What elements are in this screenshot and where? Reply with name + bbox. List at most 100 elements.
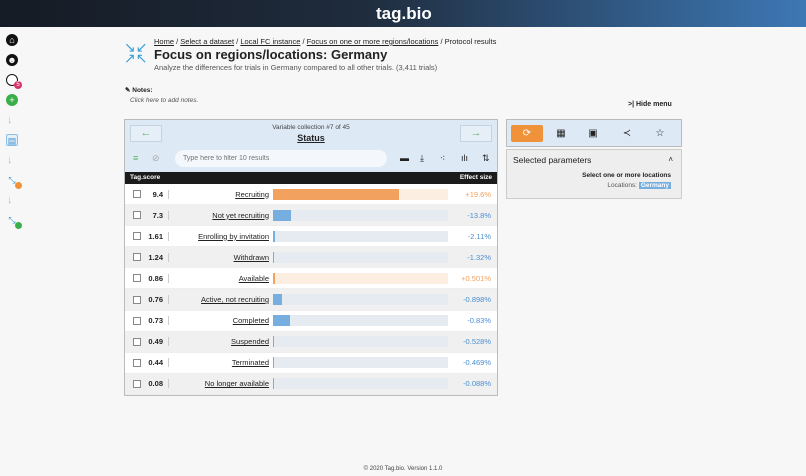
parameter-value-badge: Germany [638, 182, 671, 189]
arrow-down-icon: ↓ [7, 194, 13, 206]
chevron-up-icon[interactable]: ˄ [668, 155, 673, 164]
prev-collection-button[interactable]: ← [130, 125, 162, 142]
row-checkbox[interactable] [133, 211, 141, 220]
effect-size: -0.528% [463, 337, 491, 347]
tag-score: 0.86 [141, 273, 169, 283]
arrow-down-icon: ↓ [7, 154, 13, 166]
results-table: 9.4 Recruiting +19.6% 7.3 Not yet recrui… [125, 184, 497, 395]
add-icon[interactable]: + [6, 94, 18, 106]
pencil-icon: ✎ [125, 87, 133, 94]
arrow-down-icon: ↓ [7, 114, 13, 126]
row-label-link[interactable]: Terminated [231, 358, 269, 368]
collection-title[interactable]: Status [297, 133, 325, 143]
effect-bar-track [273, 188, 448, 200]
row-checkbox[interactable] [133, 379, 141, 388]
pdf-icon[interactable]: ▣ [588, 128, 598, 139]
row-label-link[interactable]: Completed [232, 316, 269, 326]
table-row: 0.73 Completed -0.83% [125, 311, 497, 332]
row-label-link[interactable]: Active, not recruiting [201, 295, 269, 305]
refresh-button[interactable]: ⟳ [511, 125, 543, 142]
parameters-title[interactable]: Selected parameters [513, 155, 592, 165]
next-collection-button[interactable]: → [460, 125, 492, 142]
filter-icon[interactable]: ≡ [133, 153, 139, 163]
row-label-link[interactable]: No longer available [204, 379, 269, 389]
table-icon[interactable]: ▦ [556, 128, 566, 139]
hide-menu-button[interactable]: >| Hide menu [628, 101, 672, 108]
filter-input[interactable] [175, 150, 387, 167]
table-row: 0.86 Available +0.501% [125, 268, 497, 290]
tag-score: 0.44 [141, 358, 169, 368]
page-title: Focus on regions/locations: Germany [154, 47, 388, 62]
row-checkbox[interactable] [133, 337, 141, 346]
row-checkbox[interactable] [133, 190, 141, 199]
breadcrumb-home[interactable]: Home [154, 37, 175, 46]
header-bar: tag.bio [0, 0, 806, 27]
effect-bar [273, 294, 282, 306]
table-row: 9.4 Recruiting +19.6% [125, 184, 497, 206]
parameter-key: Locations: [607, 182, 637, 189]
tag-score: 0.49 [141, 337, 169, 347]
effect-size: -0.83% [467, 316, 491, 326]
scatter-icon[interactable]: ⁖ [440, 153, 446, 163]
effect-bar-track [273, 336, 448, 348]
effect-bar-track [273, 294, 448, 306]
parameter-heading: Select one or more locations [582, 172, 671, 179]
effect-bar-track [273, 378, 448, 390]
effect-bar [273, 336, 275, 348]
table-row: 0.08 No longer available -0.088% [125, 373, 497, 395]
effect-bar [273, 230, 276, 242]
table-row: 0.76 Active, not recruiting -0.898% [125, 289, 497, 311]
bar-chart-icon[interactable]: ılı [461, 153, 469, 163]
breadcrumb-dataset[interactable]: Select a dataset [180, 37, 235, 46]
tag-score: 1.24 [141, 252, 169, 262]
row-checkbox[interactable] [133, 232, 141, 241]
row-checkbox[interactable] [133, 295, 141, 304]
star-icon[interactable]: ☆ [655, 128, 665, 139]
effect-size: +0.501% [461, 273, 491, 283]
history-icon[interactable]: 5 [6, 74, 22, 89]
tag-score: 0.73 [141, 316, 169, 326]
sort-icon[interactable]: ⇅ [482, 153, 490, 163]
breadcrumb: Home / Select a dataset / Local FC insta… [154, 37, 497, 46]
page-subtitle: Analyze the differences for trials in Ge… [154, 63, 438, 72]
effect-bar-track [273, 209, 448, 221]
focus-step-icon[interactable]: ⤡ [6, 174, 22, 189]
collection-counter: Variable collection #7 of 45 [272, 124, 350, 131]
tag-score: 0.76 [141, 295, 169, 305]
effect-bar [273, 251, 275, 263]
breadcrumb-instance[interactable]: Local FC instance [240, 37, 301, 46]
row-label-link[interactable]: Not yet recruiting [212, 210, 269, 220]
download-icon[interactable]: ⤓ [420, 153, 424, 163]
focus-icon: ↘↙ ↗↖ [124, 39, 148, 66]
breadcrumb-focus[interactable]: Focus on one or more regions/locations [306, 37, 439, 46]
hide-icon[interactable]: ⊘ [152, 153, 160, 163]
dataset-icon[interactable]: ☻ [6, 54, 18, 66]
effect-bar-track [273, 357, 448, 369]
row-label-link[interactable]: Enrolling by invitation [198, 231, 269, 241]
row-label-link[interactable]: Withdrawn [233, 252, 269, 262]
share-icon[interactable]: ≺ [622, 128, 632, 139]
row-label-link[interactable]: Available [238, 273, 269, 283]
table-row: 1.61 Enrolling by invitation -2.11% [125, 226, 497, 248]
row-checkbox[interactable] [133, 358, 141, 367]
table-row: 7.3 Not yet recruiting -13.8% [125, 205, 497, 227]
layout-icon[interactable]: ▬ [400, 153, 409, 163]
footer: © 2020 Tag.bio. Version 1.1.0 [363, 466, 443, 472]
selected-parameters: Selected parameters ˄ Select one or more… [506, 149, 682, 199]
row-checkbox[interactable] [133, 253, 141, 262]
tag-score: 0.08 [141, 379, 169, 389]
row-checkbox[interactable] [133, 274, 141, 283]
effect-bar [273, 315, 290, 327]
row-checkbox[interactable] [133, 316, 141, 325]
tag-score: 1.61 [141, 231, 169, 241]
results-step-icon[interactable]: ⤡ [6, 214, 22, 229]
collapse-icon: >| [628, 101, 636, 108]
home-icon[interactable]: ⌂ [6, 34, 18, 46]
filter-step-icon[interactable]: ▤ [6, 134, 18, 146]
notes-input[interactable]: Click here to add notes. [130, 97, 199, 104]
effect-size: -1.32% [467, 252, 491, 262]
row-label-link[interactable]: Recruiting [235, 189, 269, 199]
row-label-link[interactable]: Suspended [231, 337, 269, 347]
results-panel: ← Variable collection #7 of 45 Status → … [124, 119, 498, 396]
effect-size: +19.6% [465, 189, 491, 199]
